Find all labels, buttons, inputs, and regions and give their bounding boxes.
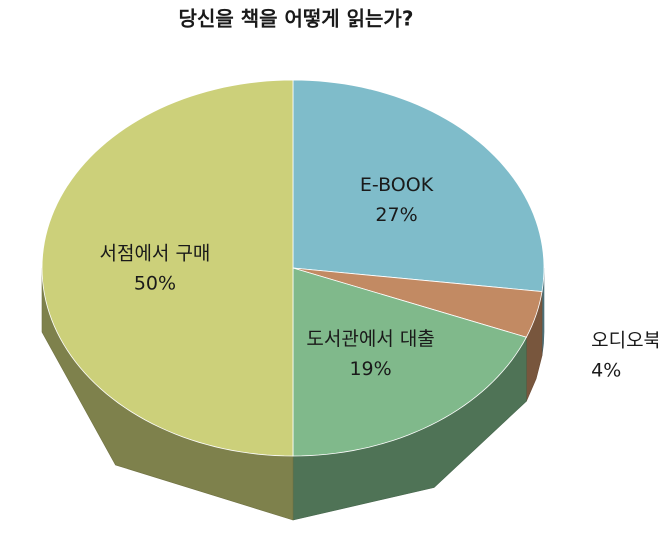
slice-label: 오디오북 bbox=[591, 329, 658, 351]
slice-label: 도서관에서 대출 bbox=[306, 328, 434, 350]
slice-value: 19% bbox=[349, 358, 391, 380]
slice-value: 27% bbox=[375, 204, 417, 226]
pie-slice bbox=[292, 267, 543, 338]
pie-slice bbox=[292, 79, 545, 292]
pie-tops bbox=[41, 79, 545, 457]
slice-value: 50% bbox=[134, 273, 176, 295]
pie-slice bbox=[292, 267, 527, 457]
slice-label: E-BOOK bbox=[360, 174, 434, 196]
slice-value: 4% bbox=[591, 359, 621, 381]
pie-slice bbox=[41, 79, 294, 457]
pie-labels: E-BOOK 27% 오디오북 4% 도서관에서 대출 19% 서점에서 구매 50% bbox=[99, 174, 658, 381]
chart-title: 당신을 책을 어떻게 읽는가? bbox=[179, 7, 414, 31]
slice-label: 서점에서 구매 bbox=[99, 243, 210, 265]
